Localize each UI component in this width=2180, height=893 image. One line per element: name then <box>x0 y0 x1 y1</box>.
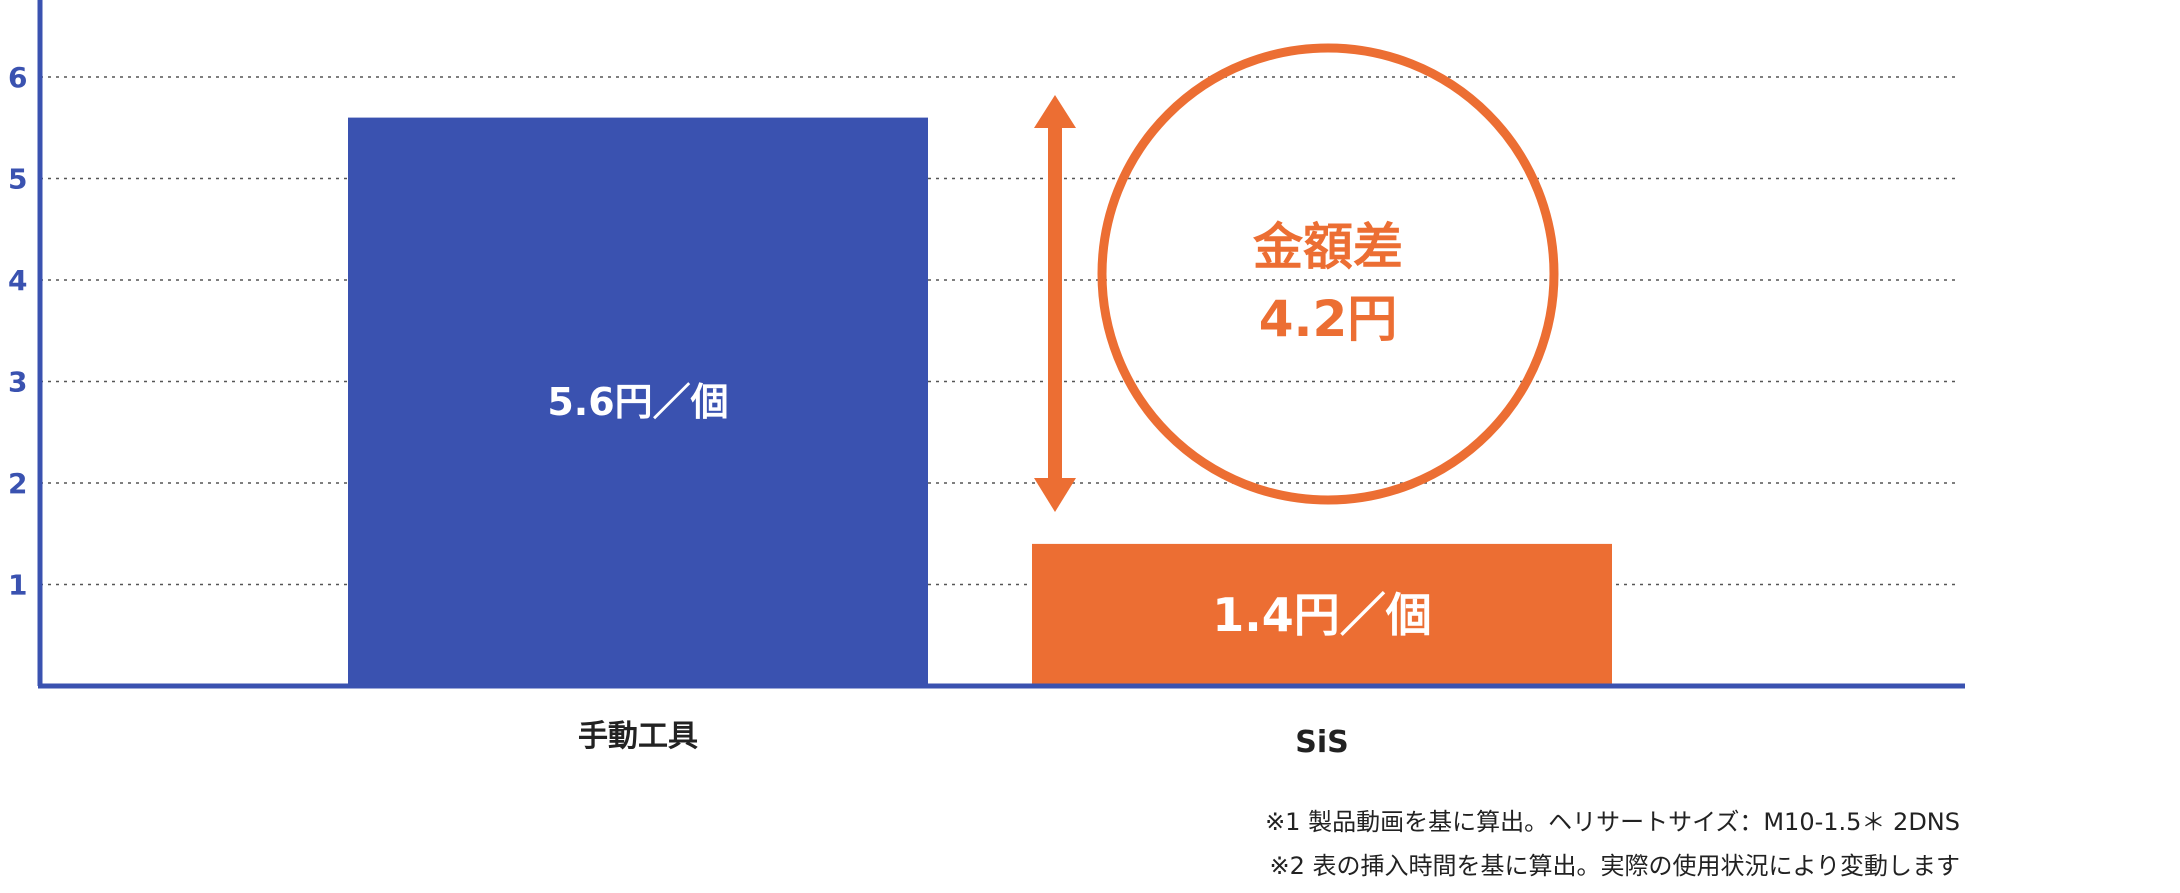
y-tick-label: 3 <box>8 366 27 399</box>
difference-arrow-head-up <box>1034 95 1076 128</box>
bar <box>348 117 928 687</box>
y-tick-label: 6 <box>8 61 27 94</box>
footnote-2: ※2 表の挿入時間を基に算出。実際の使用状況により変動します <box>1269 852 1960 880</box>
difference-value: 4.2円 <box>1259 290 1398 348</box>
bars: 5.6円／個 1.4円／個 <box>348 117 1612 687</box>
gridlines <box>40 76 1955 586</box>
x-category-label: 手動工具 <box>578 719 698 754</box>
x-category-label: SiS <box>1295 725 1349 760</box>
bar-data-label: 1.4円／個 <box>1212 588 1432 642</box>
y-tick-label: 5 <box>8 163 27 196</box>
difference-circle <box>1097 43 1559 505</box>
y-tick-label: 1 <box>8 569 27 602</box>
y-tick-label: 2 <box>8 467 27 500</box>
bar <box>1032 543 1612 686</box>
x-category-labels: 手動工具 SiS <box>578 719 1349 760</box>
bar-data-label: 5.6円／個 <box>547 380 728 424</box>
difference-title: 金額差 <box>1253 218 1403 276</box>
y-tick-labels: 1 2 3 4 5 6 <box>8 61 27 602</box>
footnote-1: ※1 製品動画を基に算出。ヘリサートサイズ：M10-1.5＊ 2DNS <box>1265 808 1960 836</box>
axes <box>37 0 1965 689</box>
footnotes: ※1 製品動画を基に算出。ヘリサートサイズ：M10-1.5＊ 2DNS ※2 表… <box>1265 800 1960 888</box>
difference-annotation: 金額差 4.2円 <box>1034 43 1559 512</box>
y-tick-label: 4 <box>8 264 27 297</box>
difference-arrow-head-down <box>1034 478 1076 512</box>
